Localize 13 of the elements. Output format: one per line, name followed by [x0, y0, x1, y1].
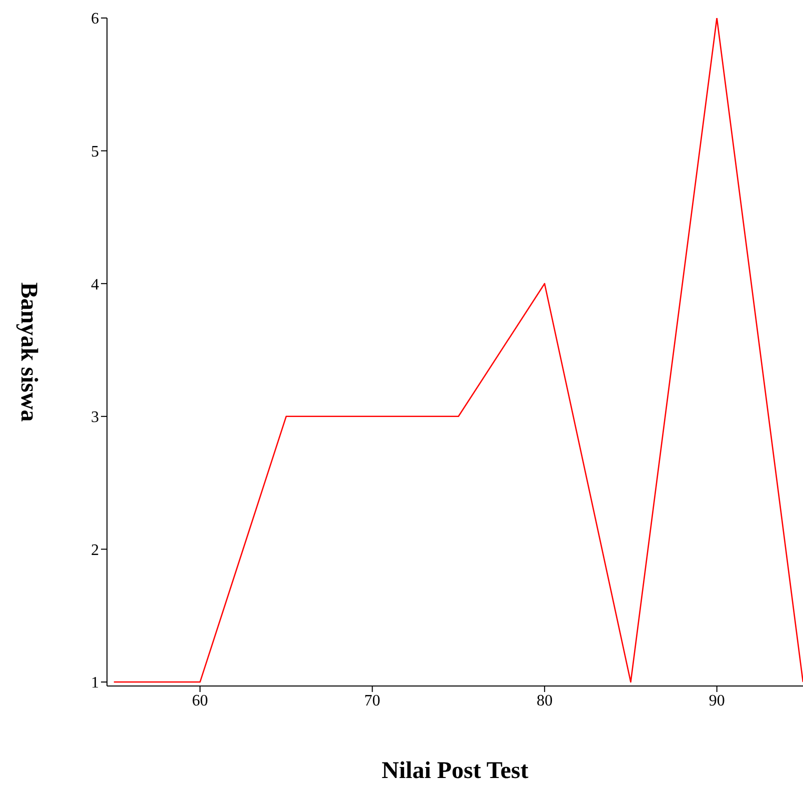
x-tick-label: 60 — [192, 692, 208, 710]
x-tick-label: 80 — [536, 692, 553, 710]
x-tick-label: 70 — [364, 692, 380, 710]
x-tick-label: 90 — [708, 692, 725, 710]
y-tick-label: 6 — [91, 10, 99, 28]
x-axis-title: Nilai Post Test — [382, 758, 528, 784]
y-tick-label: 5 — [91, 143, 99, 160]
y-tick-label: 3 — [91, 409, 99, 426]
y-tick-label: 4 — [91, 276, 99, 294]
y-tick-label: 2 — [91, 542, 99, 559]
y-tick-label: 1 — [91, 674, 99, 692]
y-axis-title: Banyak siswa — [15, 282, 42, 422]
line-series — [113, 18, 803, 683]
